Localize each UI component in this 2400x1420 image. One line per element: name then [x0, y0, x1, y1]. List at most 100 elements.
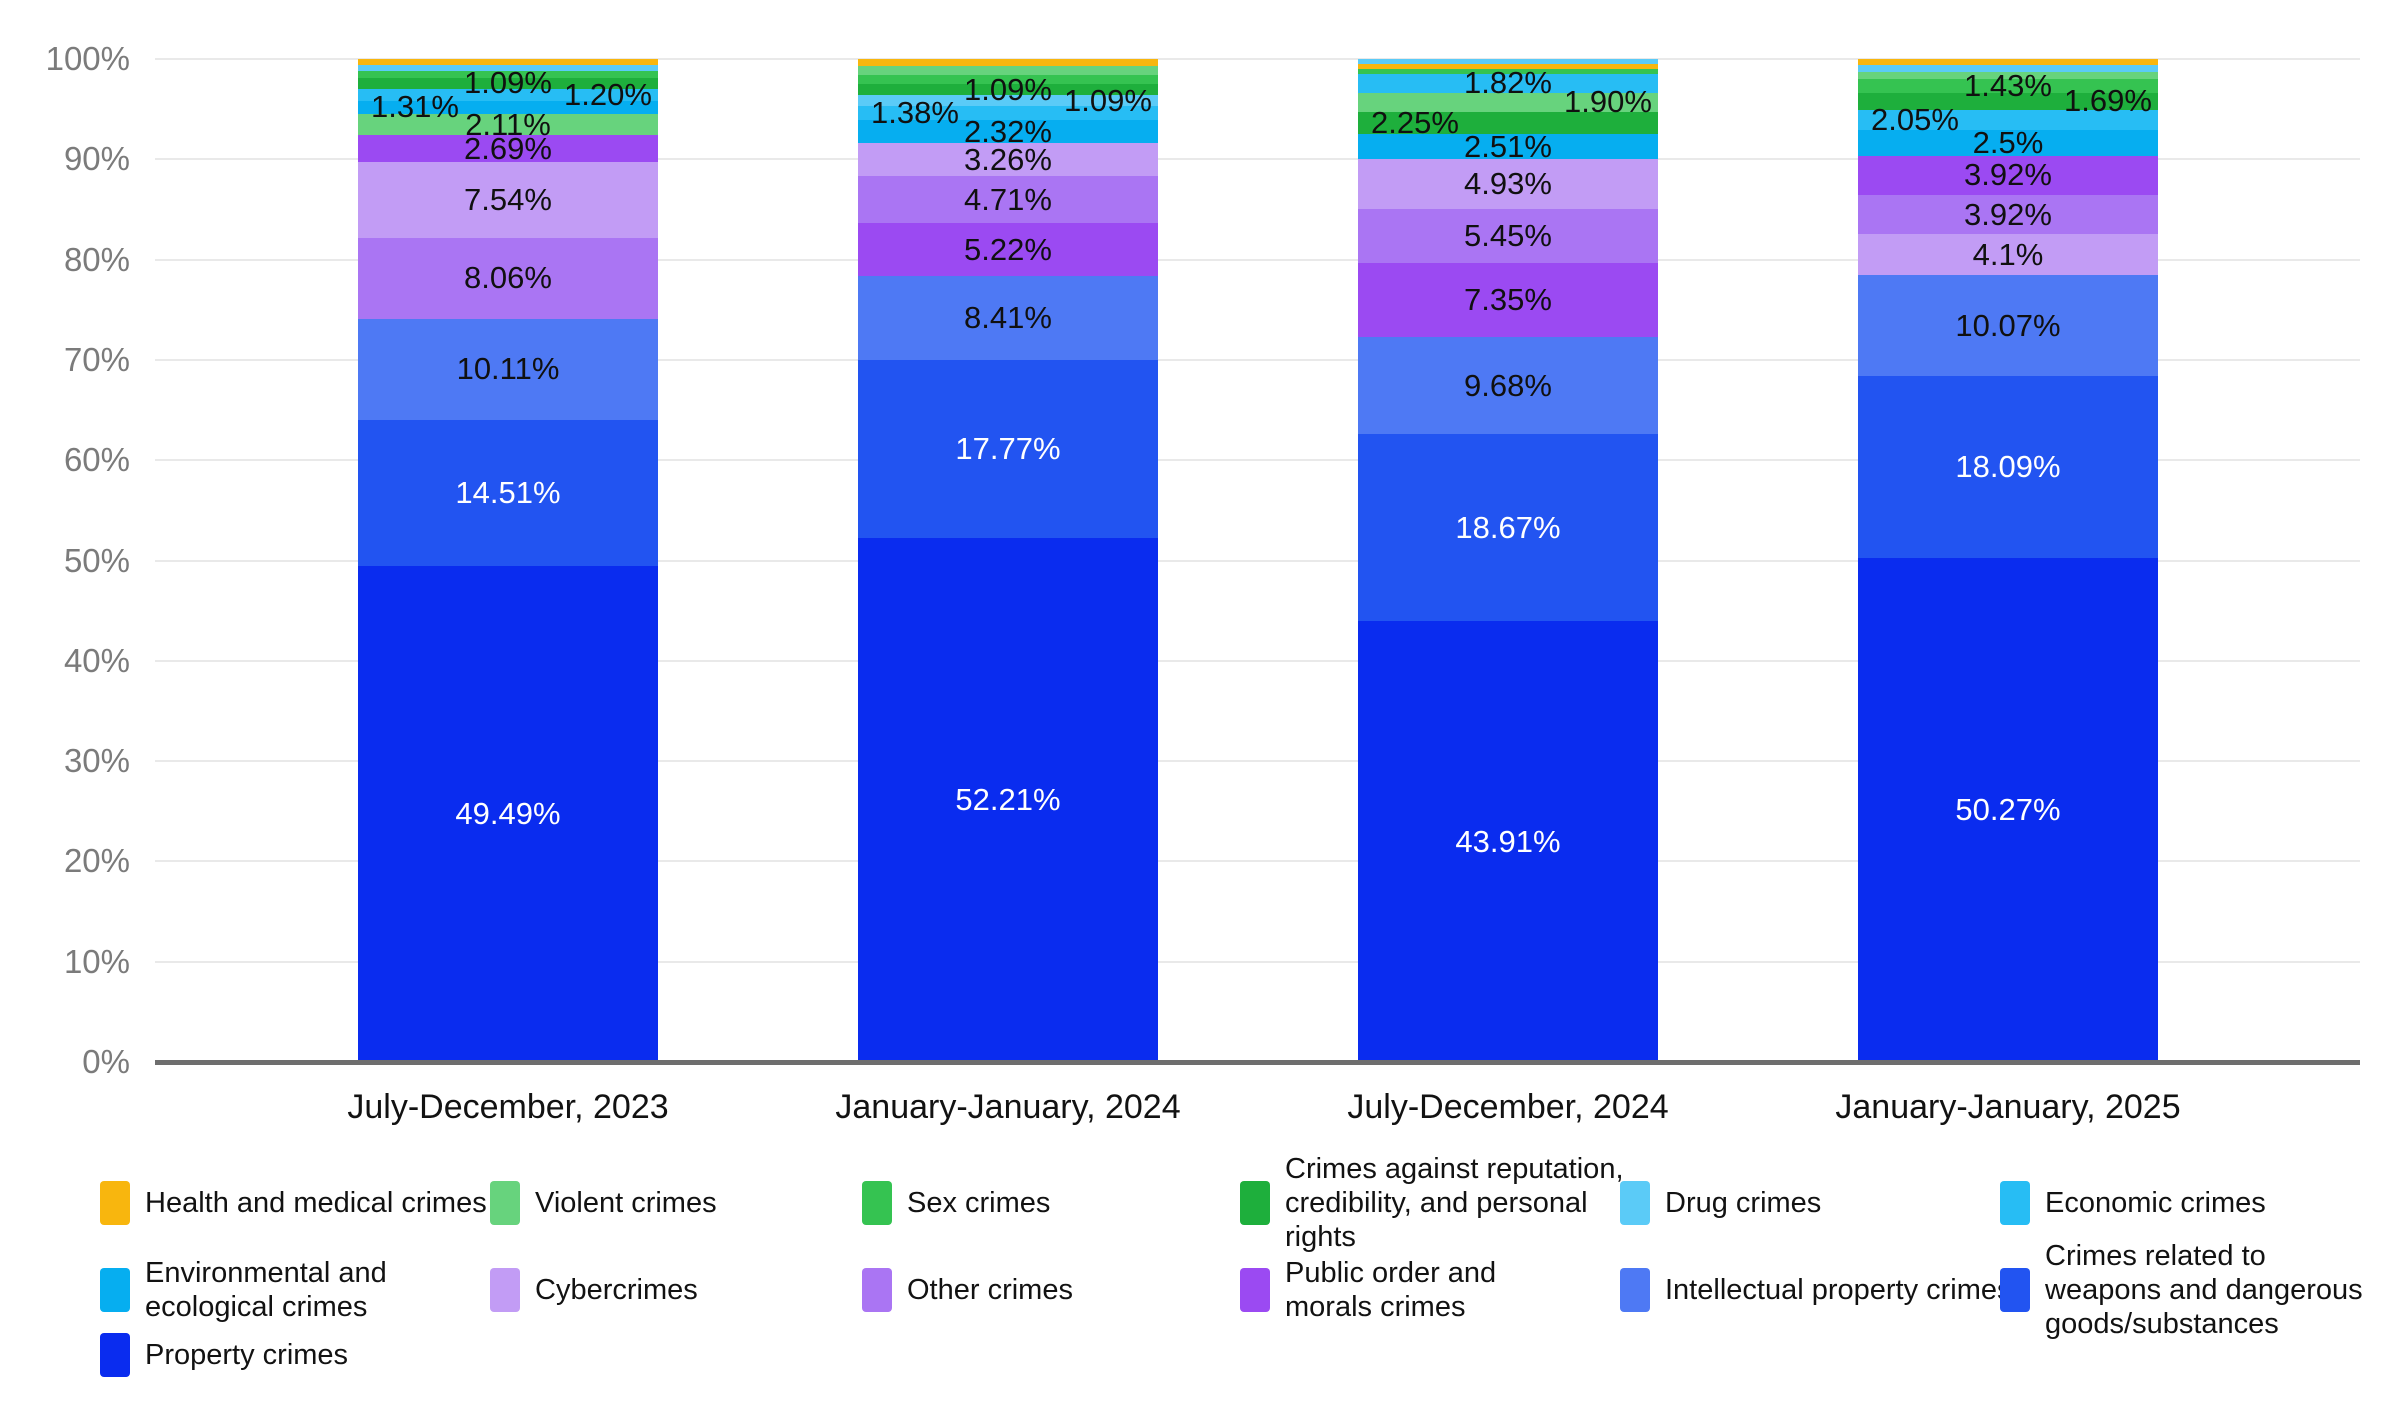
bar-segment-reputation[interactable] [358, 77, 658, 89]
legend-item-public_order[interactable]: Public order and morals crimes [1240, 1240, 1496, 1340]
legend-item-violent[interactable]: Violent crimes [490, 1150, 717, 1255]
bar-segment-reputation[interactable] [1358, 111, 1658, 135]
bar-segment-drug[interactable] [1358, 59, 1658, 64]
bar-segment-violent[interactable] [1858, 71, 2158, 79]
y-axis-tick-label: 80% [63, 240, 130, 278]
legend-label-line: Public order and [1285, 1257, 1497, 1289]
bar-segment-violent[interactable] [858, 66, 1158, 75]
legend-item-other[interactable]: Other crimes [862, 1240, 1073, 1340]
bar-segment-drug[interactable] [858, 95, 1158, 107]
bar-segment-weapons[interactable] [358, 419, 658, 566]
bar-column-3: 1.82% 1.90% 2.25% 2.51% 4.93% 5.45% 7.35% 9.68%… [1358, 59, 1658, 1062]
legend-label-line: rights [1285, 1220, 1356, 1253]
legend-item-drug[interactable]: Drug crimes [1620, 1150, 1821, 1255]
legend-item-health[interactable]: Health and medical crimes [100, 1150, 487, 1255]
bar-segment-reputation[interactable] [858, 84, 1158, 96]
bar-segment-economic[interactable] [358, 88, 658, 101]
legend-swatch-sex [862, 1180, 892, 1225]
bar-segment-property[interactable] [1358, 621, 1658, 1062]
bar-segment-violent[interactable] [358, 114, 658, 136]
bar-segment-cybercrimes[interactable] [358, 162, 658, 238]
legend-label-reputation: Crimes against reputation, credibility, a… [1285, 1152, 1624, 1254]
bar-segment-economic[interactable] [858, 106, 1158, 121]
bar-segment-drug[interactable] [1858, 65, 2158, 72]
legend-label-intellectual_property: Intellectual property crimes [1665, 1273, 2012, 1307]
bar-segment-intellectual_property[interactable] [358, 318, 658, 420]
legend-item-reputation[interactable]: Crimes against reputation, credibility, a… [1240, 1150, 1624, 1255]
bar-segment-environmental[interactable] [858, 120, 1158, 144]
legend-label-health: Health and medical crimes [145, 1186, 487, 1220]
bar-segment-public_order[interactable] [358, 135, 658, 163]
legend-item-environmental[interactable]: Environmental and ecological crimes [100, 1240, 387, 1340]
bar-segment-drug[interactable] [358, 64, 658, 71]
legend-label-line: weapons and dangerous [2045, 1274, 2363, 1306]
legend-label-line: morals crimes [1285, 1291, 1466, 1323]
legend-item-intellectual_property[interactable]: Intellectual property crimes [1620, 1240, 2012, 1340]
bar-segment-environmental[interactable] [1358, 134, 1658, 160]
bar-segment-cybercrimes[interactable] [858, 143, 1158, 177]
bar-segment-public_order[interactable] [1358, 263, 1658, 338]
bar-segment-other[interactable] [1358, 208, 1658, 264]
bar-segment-sex[interactable] [858, 74, 1158, 85]
bar-segment-environmental[interactable] [358, 100, 658, 115]
y-axis-tick-label: 0% [82, 1043, 130, 1080]
bar-segment-sex[interactable] [1358, 68, 1658, 75]
bar-segment-other[interactable] [358, 237, 658, 319]
legend-item-weapons[interactable]: Crimes related to weapons and dangerous go… [2000, 1240, 2363, 1340]
x-axis-label: January-January, 2024 [835, 1088, 1181, 1126]
bar-segment-intellectual_property[interactable] [1358, 337, 1658, 435]
bar-segment-sex[interactable] [358, 70, 658, 78]
legend-swatch-property [100, 1333, 130, 1377]
legend-label-line: Other crimes [907, 1274, 1073, 1306]
legend-label-line: Drug crimes [1665, 1186, 1822, 1219]
bar-segment-health[interactable] [858, 59, 1158, 67]
bar-segment-other[interactable] [858, 176, 1158, 224]
bar-segment-reputation[interactable] [1858, 92, 2158, 110]
y-axis-tick-label: 30% [63, 742, 130, 780]
bar-segment-economic[interactable] [1358, 74, 1658, 93]
legend-label-line: goods/substances [2045, 1308, 2279, 1340]
legend-label-line: Environmental and [145, 1257, 387, 1289]
legend-label-line: Property crimes [145, 1339, 349, 1371]
bar-segment-health[interactable] [358, 59, 658, 65]
bar-segment-weapons[interactable] [1858, 376, 2158, 558]
gridline [155, 860, 2360, 863]
bar-segment-other[interactable] [1858, 194, 2158, 235]
legend-item-cybercrimes[interactable]: Cybercrimes [490, 1240, 698, 1340]
y-axis-tick-label: 60% [63, 441, 130, 479]
bar-segment-cybercrimes[interactable] [1858, 234, 2158, 276]
legend-swatch-public_order [1240, 1268, 1270, 1312]
bar-segment-cybercrimes[interactable] [1358, 159, 1658, 209]
legend-item-sex[interactable]: Sex crimes [862, 1150, 1050, 1255]
bar-segment-health[interactable] [1358, 63, 1658, 69]
bar-segment-intellectual_property[interactable] [1858, 275, 2158, 377]
bar-segment-economic[interactable] [1858, 109, 2158, 131]
bar-segment-violent[interactable] [1358, 92, 1658, 112]
gridline [155, 960, 2360, 963]
bar-segment-public_order[interactable] [858, 223, 1158, 276]
legend-label-sex: Sex crimes [907, 1186, 1050, 1220]
bar-segment-weapons[interactable] [858, 360, 1158, 539]
bar-segment-property[interactable] [1858, 557, 2158, 1062]
legend-swatch-health [100, 1180, 130, 1225]
legend-swatch-other [862, 1268, 892, 1312]
bar-column-4: 1.43% 1.69% 2.05% 2.5% 3.92% 3.92% 4.1% 10.07% 1… [1858, 59, 2158, 1062]
bar-segment-health[interactable] [1858, 59, 2158, 66]
bar-segment-property[interactable] [858, 538, 1158, 1062]
bar-segment-environmental[interactable] [1858, 130, 2158, 156]
bar-segment-sex[interactable] [1858, 78, 2158, 93]
gridline [155, 258, 2360, 261]
bar-segment-property[interactable] [358, 565, 658, 1062]
bar-segment-public_order[interactable] [1858, 155, 2158, 195]
bar-segment-intellectual_property[interactable] [858, 275, 1158, 360]
legend-swatch-cybercrimes [490, 1268, 520, 1312]
legend-item-property[interactable]: Property crimes [100, 1330, 348, 1380]
legend-item-economic[interactable]: Economic crimes [2000, 1150, 2266, 1255]
legend-label-property: Property crimes [145, 1338, 348, 1372]
bar-column-1: 1.09% 1.20% 1.31% 2.11% 2.69% 7.54% 8.06% 10.11… [358, 59, 658, 1062]
y-axis-tick-label: 20% [63, 842, 130, 880]
bar-column-2: 1.09% 1.09% 1.38% 2.32% 3.26% 4.71% 5.22% 8.41%… [858, 59, 1158, 1062]
bar-segment-weapons[interactable] [1358, 434, 1658, 622]
x-axis-label: January-January, 2025 [1835, 1088, 2181, 1126]
